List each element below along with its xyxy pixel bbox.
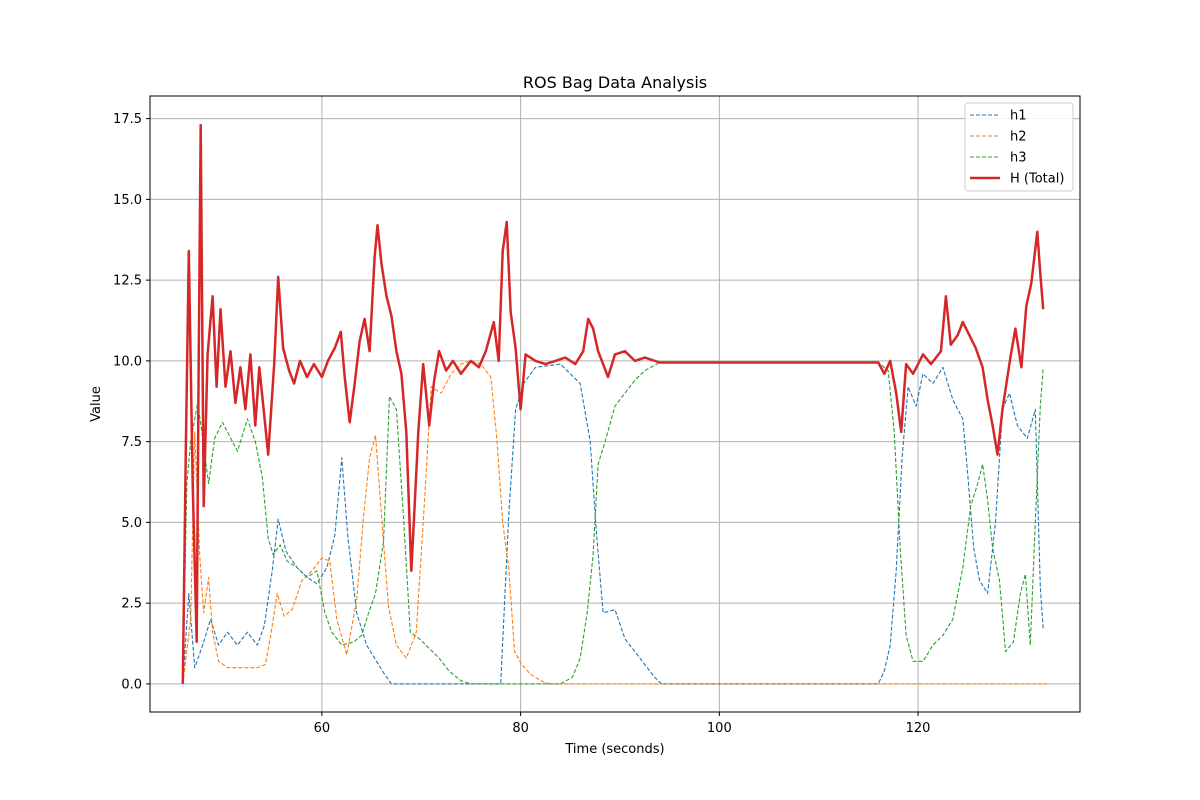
x-tick-label: 120: [906, 721, 931, 736]
y-tick-label: 7.5: [121, 435, 142, 450]
plot-frame: [149, 95, 1081, 713]
y-tick-label: 10.0: [113, 354, 142, 369]
x-tick-label: 100: [707, 721, 732, 736]
y-tick-label: 12.5: [113, 274, 142, 289]
legend-label: h1: [1010, 109, 1027, 124]
series-line-h2: [182, 360, 1048, 685]
x-tick-label: 60: [314, 721, 331, 736]
plot-lines: [181, 123, 1048, 685]
legend: h1 h2 h3 H (Total): [964, 102, 1074, 192]
series-line-h3: [182, 361, 1044, 685]
y-tick-label: 0.0: [121, 677, 142, 692]
y-tick-label: 17.5: [113, 112, 142, 127]
legend-label: h2: [1010, 130, 1027, 145]
legend-frame: [964, 102, 1074, 192]
chart-title: ROS Bag Data Analysis: [523, 73, 707, 92]
x-axis-label: Time (seconds): [564, 742, 664, 757]
y-tick-label: 2.5: [121, 597, 142, 612]
legend-label: H (Total): [1010, 172, 1064, 187]
series-line-h-total: [181, 123, 1045, 684]
y-tick-label: 5.0: [121, 516, 142, 531]
series-line-h1: [182, 363, 1044, 685]
y-axis-label: Value: [89, 386, 104, 422]
x-tick-label: 80: [512, 721, 529, 736]
y-tick-label: 15.0: [113, 193, 142, 208]
legend-label: h3: [1010, 151, 1027, 166]
axis-ticks: 60 80 100 120 0.0 2.5 5.0 7.5 10.0 12.5 15.0 17.5: [113, 112, 930, 736]
